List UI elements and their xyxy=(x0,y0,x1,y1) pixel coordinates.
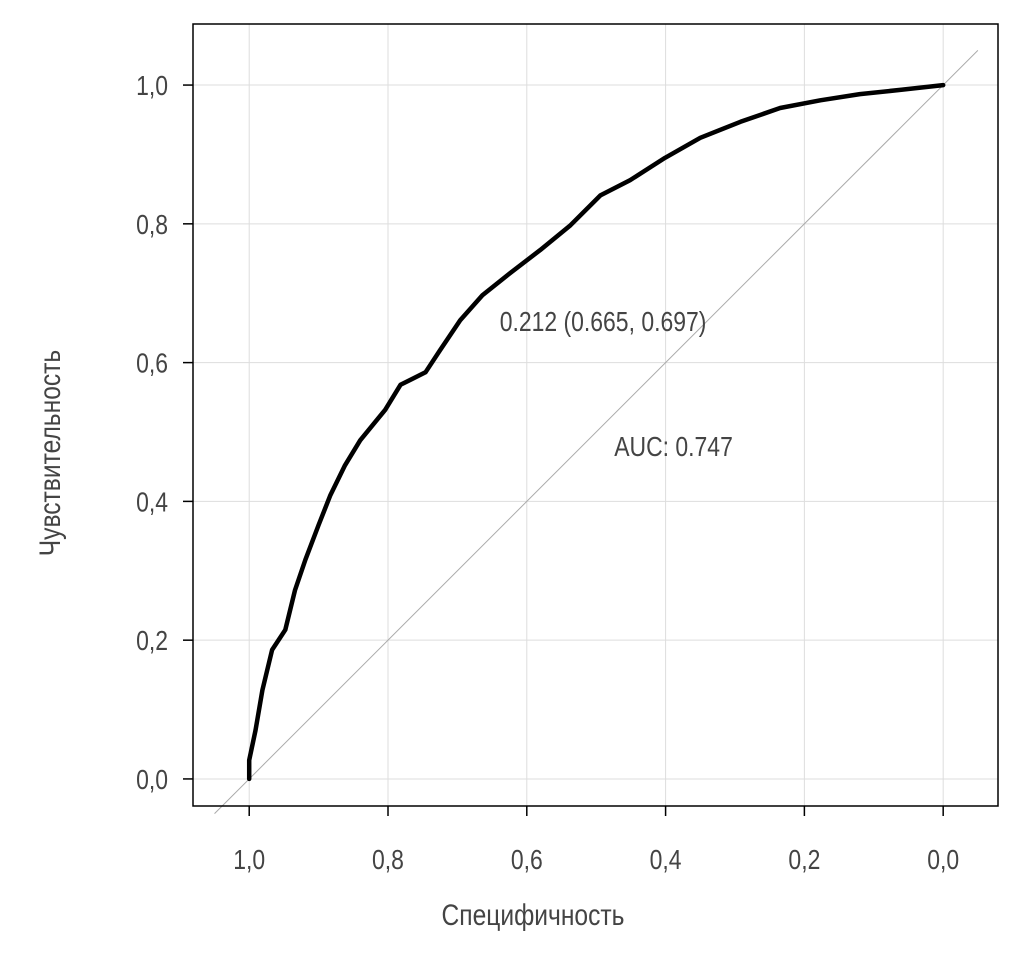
reference-diagonal xyxy=(214,50,979,814)
roc-curve xyxy=(246,82,946,782)
x-axis-label: Специфичность xyxy=(442,898,625,932)
y-tick-label: 0,0 xyxy=(136,765,168,796)
y-tick-label: 0,2 xyxy=(136,626,168,657)
annotations: 0.212 (0.665, 0.697) AUC: 0.747 xyxy=(500,307,733,463)
x-tick-label: 0,2 xyxy=(788,845,820,876)
annotation-label: AUC: 0.747 xyxy=(614,432,733,463)
grid xyxy=(193,24,998,806)
plot-frame xyxy=(192,23,999,807)
y-axis-label: Чувствительность xyxy=(33,350,67,556)
x-tick-label: 0,6 xyxy=(511,845,543,876)
y-tick-label: 1,0 xyxy=(136,71,168,102)
x-tick-label: 0,8 xyxy=(372,845,404,876)
x-tick-label: 1,0 xyxy=(233,845,265,876)
x-axis: 1,0 0,8 0,6 0,4 0,2 0,0 xyxy=(233,806,959,876)
x-tick-label: 0,4 xyxy=(650,845,682,876)
annotation-label: 0.212 (0.665, 0.697) xyxy=(500,307,707,338)
y-axis: 0,0 0,2 0,4 0,6 0,8 1,0 xyxy=(136,71,193,796)
x-tick-label: 0,0 xyxy=(927,845,959,876)
y-tick-label: 0,4 xyxy=(136,487,168,518)
y-tick-label: 0,6 xyxy=(136,349,168,380)
y-tick-label: 0,8 xyxy=(136,210,168,241)
